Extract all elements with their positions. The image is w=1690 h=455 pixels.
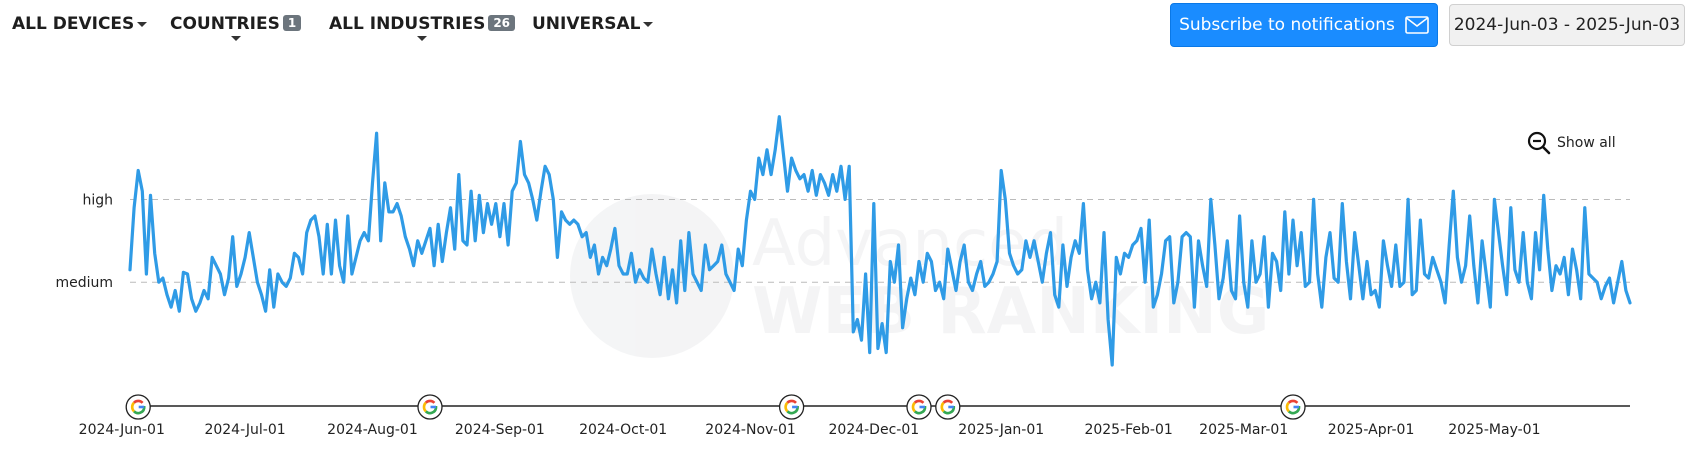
- x-tick-label: 2025-Apr-01: [1328, 422, 1415, 438]
- y-label-high: high: [82, 192, 113, 208]
- show-all-label: Show all: [1557, 135, 1616, 151]
- countries-filter[interactable]: COUNTRIES 1: [170, 14, 302, 41]
- google-g-icon[interactable]: [1280, 394, 1306, 420]
- caret-down-icon: [417, 36, 428, 41]
- subscribe-button[interactable]: Subscribe to notifications: [1170, 3, 1438, 47]
- x-tick-label: 2025-Mar-01: [1199, 422, 1288, 438]
- google-g-icon[interactable]: [125, 394, 151, 420]
- countries-filter-label: COUNTRIES: [170, 14, 280, 34]
- x-tick-label: 2025-Feb-01: [1084, 422, 1172, 438]
- google-update-markers: [125, 394, 1306, 420]
- universal-filter-label: UNIVERSAL: [532, 14, 641, 34]
- devices-filter-label: ALL DEVICES: [12, 14, 135, 34]
- google-g-icon[interactable]: [935, 394, 961, 420]
- y-label-medium: medium: [55, 275, 113, 291]
- date-range-picker[interactable]: 2024-Jun-03 - 2025-Jun-03: [1449, 4, 1685, 46]
- caret-down-icon: [230, 36, 241, 41]
- x-tick-label: 2025-Jan-01: [958, 422, 1044, 438]
- google-g-icon[interactable]: [417, 394, 443, 420]
- x-tick-label: 2024-Aug-01: [327, 422, 418, 438]
- x-tick-label: 2024-Jul-01: [204, 422, 285, 438]
- watermark: Advanced WEB RANKING: [570, 194, 1269, 358]
- caret-down-icon: [137, 21, 148, 27]
- industries-count-badge: 26: [488, 15, 516, 31]
- y-axis-labels: high medium: [55, 192, 113, 291]
- series-line: [128, 115, 1632, 367]
- industries-filter[interactable]: ALL INDUSTRIES 26: [329, 14, 516, 41]
- gridlines: [130, 198, 1630, 283]
- universal-filter[interactable]: UNIVERSAL: [532, 14, 654, 34]
- zoom-out-icon: [1527, 131, 1551, 155]
- x-tick-label: 2024-Oct-01: [579, 422, 667, 438]
- x-tick-label: 2024-Dec-01: [829, 422, 920, 438]
- subscribe-button-label: Subscribe to notifications: [1179, 15, 1395, 35]
- date-range-label: 2024-Jun-03 - 2025-Jun-03: [1453, 15, 1681, 35]
- x-tick-label: 2024-Sep-01: [455, 422, 545, 438]
- x-tick-label: 2025-May-01: [1448, 422, 1540, 438]
- x-axis-ticks: 2024-Jun-01 2024-Jul-01 2024-Aug-01 2024-Se…: [79, 422, 1541, 438]
- industries-filter-label: ALL INDUSTRIES: [329, 14, 486, 34]
- watermark-line2: WEB RANKING: [752, 275, 1269, 349]
- countries-count-badge: 1: [282, 15, 302, 31]
- watermark-globe: [570, 194, 734, 358]
- x-tick-label: 2024-Jun-01: [79, 422, 165, 438]
- google-g-icon[interactable]: [778, 394, 805, 420]
- show-all-button[interactable]: Show all: [1527, 131, 1616, 155]
- envelope-icon: [1405, 16, 1429, 34]
- x-tick-label: 2024-Nov-01: [705, 422, 796, 438]
- devices-filter[interactable]: ALL DEVICES: [12, 14, 148, 34]
- caret-down-icon: [643, 21, 654, 27]
- google-g-icon[interactable]: [906, 394, 932, 420]
- toolbar: ALL DEVICES COUNTRIES 1 ALL INDUSTRIES 26 …: [0, 0, 1690, 60]
